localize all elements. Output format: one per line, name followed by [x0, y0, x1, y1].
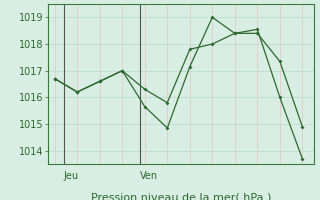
Text: Pression niveau de la mer( hPa ): Pression niveau de la mer( hPa ): [91, 193, 271, 200]
Text: Ven: Ven: [140, 171, 158, 181]
Text: Jeu: Jeu: [64, 171, 79, 181]
